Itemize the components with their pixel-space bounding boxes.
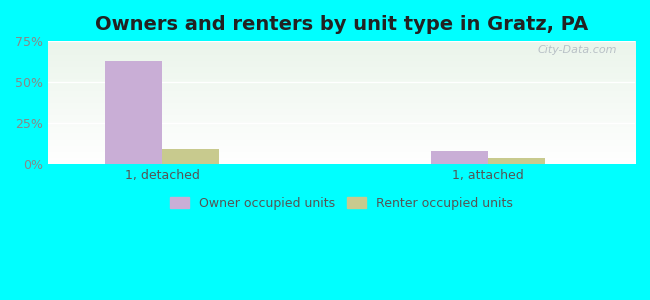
Legend: Owner occupied units, Renter occupied units: Owner occupied units, Renter occupied un… bbox=[170, 197, 513, 210]
Bar bbox=[431, 151, 488, 164]
Text: City-Data.com: City-Data.com bbox=[538, 45, 617, 55]
Title: Owners and renters by unit type in Gratz, PA: Owners and renters by unit type in Gratz… bbox=[95, 15, 588, 34]
Bar bbox=[162, 149, 219, 164]
Bar bbox=[488, 158, 545, 164]
Bar bbox=[105, 61, 162, 164]
